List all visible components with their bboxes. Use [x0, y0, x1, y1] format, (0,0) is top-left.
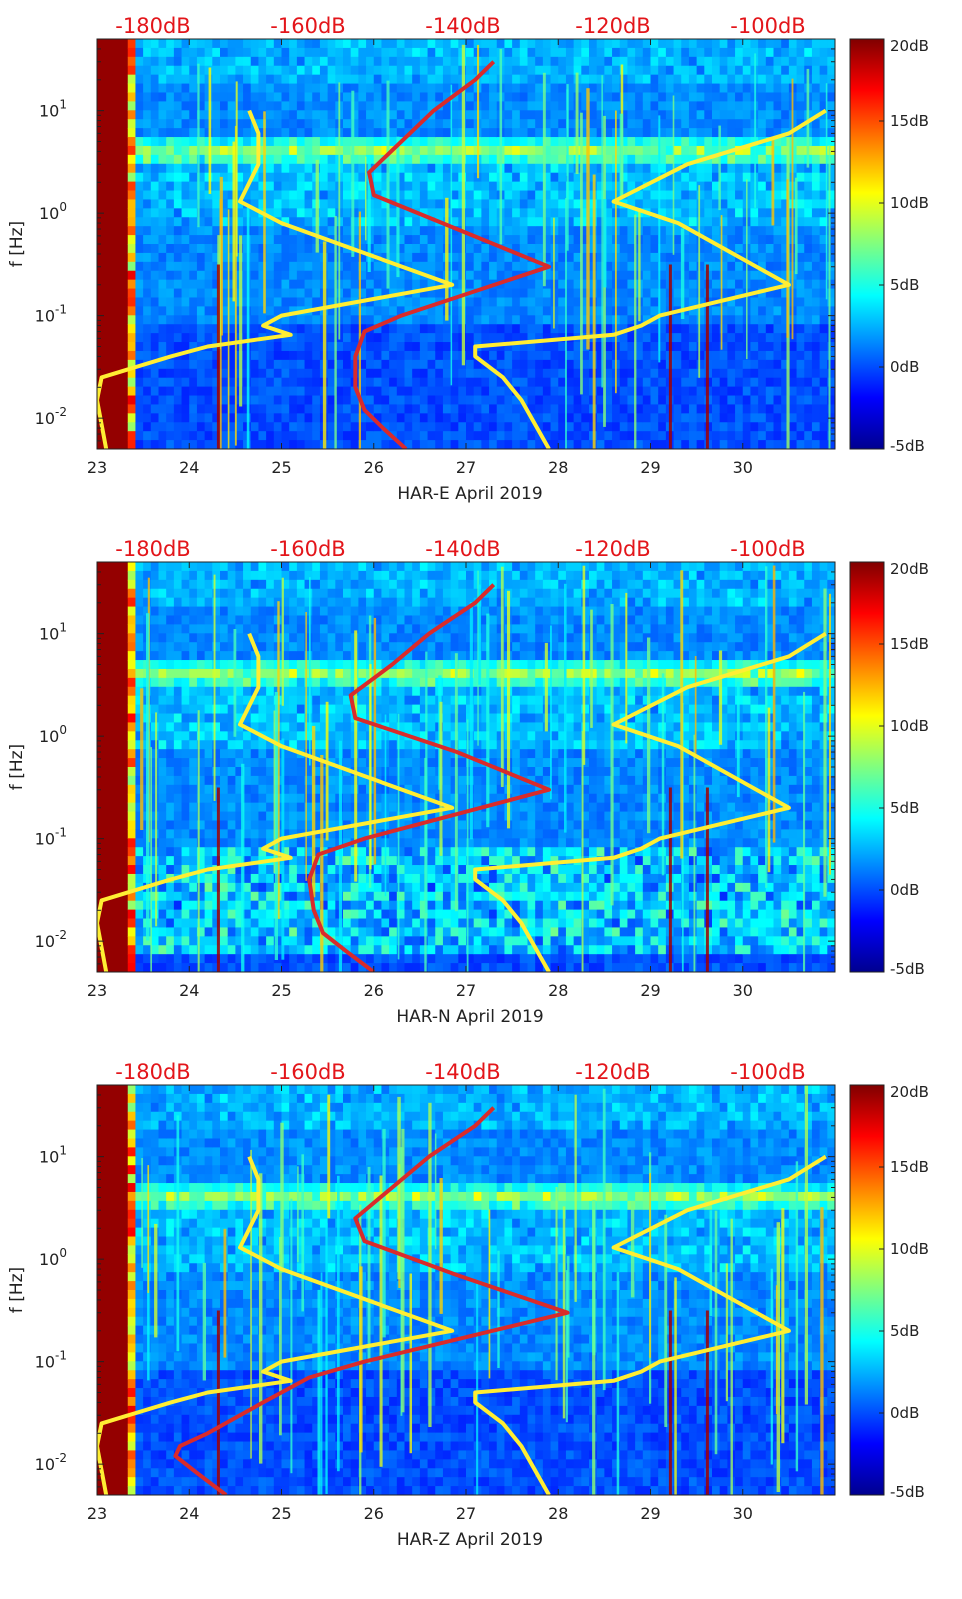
colorbar-tick-label: -5dB — [890, 1483, 925, 1501]
red-model-curve — [173, 1106, 570, 1495]
colorbar-tick-label: 20dB — [890, 560, 929, 578]
x-tick-label: 27 — [456, 458, 476, 477]
y-axis-label: f [Hz] — [7, 744, 27, 790]
y-tick-label: 100 — [39, 723, 67, 746]
x-tick-label: 25 — [271, 981, 291, 1000]
panel-1: 23 24 25 26 27 28 29 30 10-2 10-1 100 101 f [Hz] HAR-… — [7, 14, 929, 504]
top-db-label: -120dB — [575, 1060, 650, 1084]
colorbar: 20dB 15dB 10dB 5dB 0dB -5dB — [849, 1083, 929, 1501]
x-tick-label: 30 — [733, 981, 753, 1000]
top-db-label: -140dB — [425, 537, 500, 561]
x-tick-label: 23 — [87, 1504, 107, 1523]
y-tick-label: 101 — [39, 621, 67, 644]
colorbar-tick-label: 15dB — [890, 635, 929, 653]
x-tick-label: 26 — [364, 981, 384, 1000]
colorbar-tick-label: 15dB — [890, 112, 929, 130]
spectrogram-heatmap — [97, 39, 835, 449]
y-tick-label: 101 — [39, 98, 67, 121]
x-tick-label: 29 — [640, 458, 660, 477]
red-model-curve — [353, 60, 551, 449]
y-tick-label: 10-1 — [35, 303, 67, 326]
y-tick-label: 101 — [39, 1144, 67, 1167]
top-db-label: -180dB — [115, 537, 190, 561]
x-tick-label: 29 — [640, 981, 660, 1000]
x-tick-label: 26 — [364, 1504, 384, 1523]
x-tick-label: 29 — [640, 1504, 660, 1523]
top-db-label: -160dB — [270, 14, 345, 38]
x-tick-label: 30 — [733, 458, 753, 477]
colorbar-tick-label: 5dB — [890, 276, 919, 294]
panel-2: 23 24 25 26 27 28 29 30 10-2 10-1 100 101 f [Hz] HAR-… — [7, 537, 929, 1027]
top-db-label: -160dB — [270, 537, 345, 561]
yellow-reference-curve-right — [473, 108, 827, 449]
x-tick-label: 26 — [364, 458, 384, 477]
top-db-label: -100dB — [730, 537, 805, 561]
colorbar-tick-label: -5dB — [890, 960, 925, 978]
y-tick-label: 10-1 — [35, 1349, 67, 1372]
colorbar-tick-label: 0dB — [890, 881, 919, 899]
x-tick-label: 27 — [456, 981, 476, 1000]
colorbar-tick-label: 10dB — [890, 1240, 929, 1258]
colorbar-tick-label: 10dB — [890, 717, 929, 735]
colorbar: 20dB 15dB 10dB 5dB 0dB -5dB — [849, 37, 929, 455]
y-tick-label: 10-1 — [35, 826, 67, 849]
y-tick-label: 100 — [39, 200, 67, 223]
x-tick-label: 24 — [179, 981, 199, 1000]
colorbar-tick-label: 15dB — [890, 1158, 929, 1176]
colorbar-tick-label: 5dB — [890, 799, 919, 817]
top-db-label: -140dB — [425, 1060, 500, 1084]
colorbar-tick-label: 0dB — [890, 1404, 919, 1422]
top-db-label: -180dB — [115, 14, 190, 38]
x-tick-label: 28 — [548, 1504, 568, 1523]
x-tick-label: 28 — [548, 458, 568, 477]
y-axis-label: f [Hz] — [7, 221, 27, 267]
top-db-label: -100dB — [730, 1060, 805, 1084]
y-tick-label: 10-2 — [35, 405, 67, 428]
x-tick-label: 23 — [87, 458, 107, 477]
x-tick-label: 27 — [456, 1504, 476, 1523]
top-db-label: -140dB — [425, 14, 500, 38]
top-db-label: -180dB — [115, 1060, 190, 1084]
yellow-reference-curve-right — [473, 1154, 827, 1495]
y-axis-label: f [Hz] — [7, 1267, 27, 1313]
x-axis-label: HAR-N April 2019 — [396, 1007, 543, 1027]
yellow-reference-curve-left — [97, 109, 455, 449]
x-tick-label: 25 — [271, 1504, 291, 1523]
x-tick-label: 24 — [179, 1504, 199, 1523]
y-tick-label: 100 — [39, 1246, 67, 1269]
top-db-label: -100dB — [730, 14, 805, 38]
x-tick-label: 23 — [87, 981, 107, 1000]
x-tick-label: 25 — [271, 458, 291, 477]
y-tick-label: 10-2 — [35, 928, 67, 951]
y-tick-label: 10-2 — [35, 1451, 67, 1474]
colorbar-tick-label: 20dB — [890, 37, 929, 55]
yellow-reference-curve-left — [97, 1155, 455, 1495]
colorbar-tick-label: 0dB — [890, 358, 919, 376]
x-tick-label: 30 — [733, 1504, 753, 1523]
panel-3: 23 24 25 26 27 28 29 30 10-2 10-1 100 101 f [Hz] HAR-… — [7, 1060, 929, 1550]
colorbar: 20dB 15dB 10dB 5dB 0dB -5dB — [849, 560, 929, 978]
x-axis-label: HAR-Z April 2019 — [397, 1530, 543, 1550]
top-db-label: -120dB — [575, 537, 650, 561]
red-model-curve — [307, 583, 551, 972]
colorbar-tick-label: -5dB — [890, 437, 925, 455]
colorbar-tick-label: 20dB — [890, 1083, 929, 1101]
top-db-label: -160dB — [270, 1060, 345, 1084]
yellow-reference-curve-right — [473, 631, 827, 972]
top-db-label: -120dB — [575, 14, 650, 38]
yellow-reference-curve-left — [97, 632, 455, 972]
colorbar-tick-label: 5dB — [890, 1322, 919, 1340]
x-axis-label: HAR-E April 2019 — [397, 484, 542, 504]
x-tick-label: 24 — [179, 458, 199, 477]
colorbar-tick-label: 10dB — [890, 194, 929, 212]
x-tick-label: 28 — [548, 981, 568, 1000]
